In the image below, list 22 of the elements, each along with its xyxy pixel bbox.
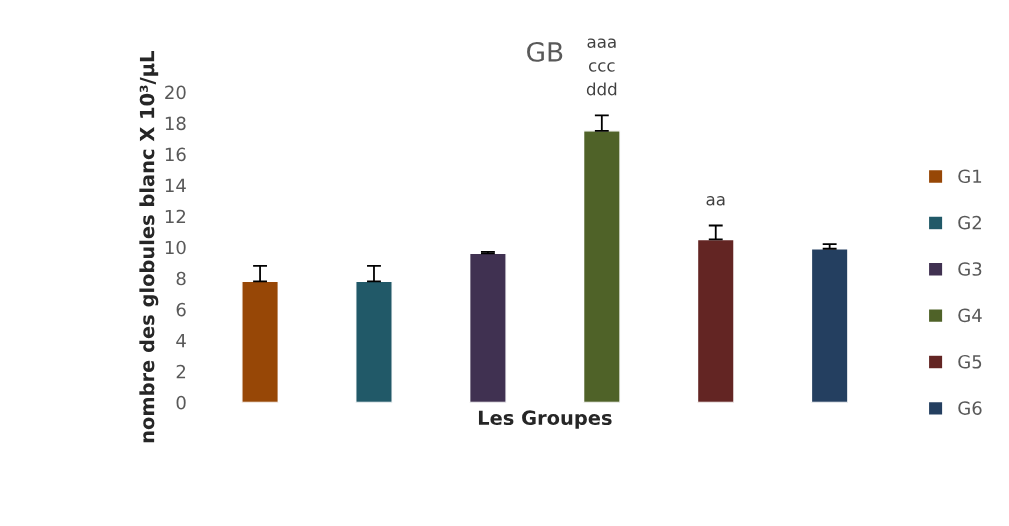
y-tick-label: 2 [176,364,186,379]
annotation: aa [706,196,725,206]
y-tick-label: 20 [165,85,186,100]
legend-label: G1 [958,169,982,184]
y-tick-label: 12 [165,209,186,224]
y-axis-title: nombre des globules blanc X 10³/µL [139,51,159,443]
x-axis-title: Les Groupes [478,410,612,429]
y-tick-label: 0 [176,395,186,410]
legend-label: G3 [958,262,982,276]
y-tick-label: 6 [176,302,186,317]
y-tick-label: 18 [165,116,186,131]
y-tick-label: 14 [165,178,186,193]
legend-label: G6 [958,401,982,415]
annotation: aaa ccc ddd [586,38,617,96]
y-tick-label: 8 [176,271,186,286]
y-tick-label: 4 [176,334,186,348]
y-tick-label: 16 [165,147,186,162]
chart-title: GB [527,41,563,62]
legend-label: G4 [958,308,982,323]
y-tick-label: 10 [165,240,186,255]
legend-label: G2 [958,215,981,230]
legend-label: G5 [958,354,982,369]
